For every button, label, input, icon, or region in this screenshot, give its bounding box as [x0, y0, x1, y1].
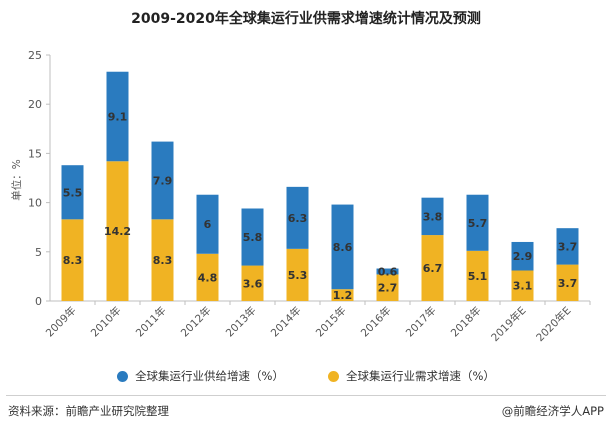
data-label-supply: 3.8 — [423, 210, 443, 223]
data-label-demand: 14.2 — [104, 225, 131, 238]
data-label-demand: 2.7 — [378, 282, 398, 295]
bar-demand — [61, 219, 84, 301]
legend-swatch-demand — [328, 370, 339, 382]
data-label-supply: 9.1 — [108, 111, 128, 124]
bar-supply — [331, 204, 354, 290]
y-tick-label: 15 — [28, 147, 42, 160]
bar-demand — [466, 250, 489, 301]
data-label-supply: 5.8 — [243, 231, 263, 244]
bar-supply — [286, 186, 309, 249]
y-tick-label: 20 — [28, 98, 42, 111]
bar-supply — [511, 241, 534, 271]
y-axis-label: 单位：% — [10, 159, 23, 200]
bar-supply — [196, 194, 219, 254]
data-label-supply: 6 — [204, 218, 212, 231]
bar-demand — [151, 219, 174, 301]
data-label-supply: 6.3 — [288, 212, 308, 225]
y-tick-label: 0 — [35, 295, 42, 308]
data-label-demand: 8.3 — [153, 254, 173, 267]
bar-supply — [61, 165, 84, 220]
legend-item-supply: 全球集运行业供给增速（%） — [117, 368, 284, 384]
data-label-supply: 7.9 — [153, 174, 173, 187]
x-tick-label: 2011年 — [133, 304, 169, 340]
x-tick-label: 2018年 — [448, 304, 484, 340]
data-label-demand: 4.8 — [198, 271, 218, 284]
legend-label-supply: 全球集运行业供给增速（%） — [135, 369, 284, 383]
bar-demand — [196, 253, 219, 301]
bar-supply — [241, 208, 264, 266]
bar-demand — [241, 265, 264, 301]
data-label-supply: 3.7 — [558, 240, 578, 253]
y-tick-label: 5 — [35, 246, 42, 259]
data-label-demand: 3.1 — [513, 280, 533, 293]
bar-demand — [106, 161, 129, 301]
x-tick-label: 2020年E — [533, 304, 573, 344]
data-label-supply: 2.9 — [513, 250, 533, 263]
brand-credit: @前瞻经济学人APP — [501, 404, 604, 418]
data-label-supply: 0.6 — [378, 265, 398, 278]
legend-label-demand: 全球集运行业需求增速（%） — [346, 369, 495, 383]
bar-demand — [331, 289, 354, 301]
chart-legend: 全球集运行业供给增速（%） 全球集运行业需求增速（%） — [0, 368, 612, 384]
x-tick-label: 2016年 — [358, 304, 394, 340]
x-tick-label: 2014年 — [268, 304, 304, 340]
y-tick-label: 25 — [28, 49, 42, 62]
bar-demand — [376, 274, 399, 301]
x-tick-label: 2015年 — [313, 304, 349, 340]
x-tick-label: 2012年 — [178, 304, 214, 340]
stacked-bar-chart: 单位：% 0 5 10 15 20 25 8.3 5.5 2009年 14.2 9.1 2010年 8.3… — [10, 49, 591, 344]
legend-item-demand: 全球集运行业需求增速（%） — [328, 368, 495, 384]
data-label-supply: 5.7 — [468, 217, 488, 230]
x-tick-label: 2010年 — [88, 304, 124, 340]
bar-supply — [106, 71, 129, 162]
bar-supply — [556, 228, 579, 265]
source-note: 资料来源：前瞻产业研究院整理 — [8, 404, 169, 418]
bar-demand — [511, 270, 534, 301]
y-tick-label: 10 — [28, 197, 42, 210]
bar-demand — [556, 264, 579, 301]
x-tick-label: 2017年 — [403, 304, 439, 340]
x-tick-label: 2013年 — [223, 304, 259, 340]
data-label-demand: 8.3 — [63, 254, 83, 267]
data-label-supply: 5.5 — [63, 186, 83, 199]
x-tick-label: 2009年 — [43, 304, 79, 340]
bar-supply — [466, 194, 489, 251]
bar-supply — [421, 197, 444, 236]
legend-swatch-supply — [117, 370, 129, 382]
bar-supply — [151, 141, 174, 220]
data-label-demand: 3.7 — [558, 277, 578, 290]
bar-demand — [421, 235, 444, 301]
data-label-demand: 6.7 — [423, 262, 443, 275]
data-label-demand: 3.6 — [243, 277, 263, 290]
bar-demand — [286, 248, 309, 301]
data-label-supply: 8.6 — [333, 241, 353, 254]
footer-divider — [6, 395, 606, 396]
data-label-demand: 5.1 — [468, 270, 488, 283]
data-label-demand: 5.3 — [288, 269, 308, 282]
chart-title: 2009-2020年全球集运行业供需求增速统计情况及预测 — [131, 11, 481, 27]
x-tick-label: 2019年E — [488, 304, 528, 344]
data-label-demand: 1.2 — [333, 289, 353, 302]
bar-supply — [376, 268, 399, 275]
